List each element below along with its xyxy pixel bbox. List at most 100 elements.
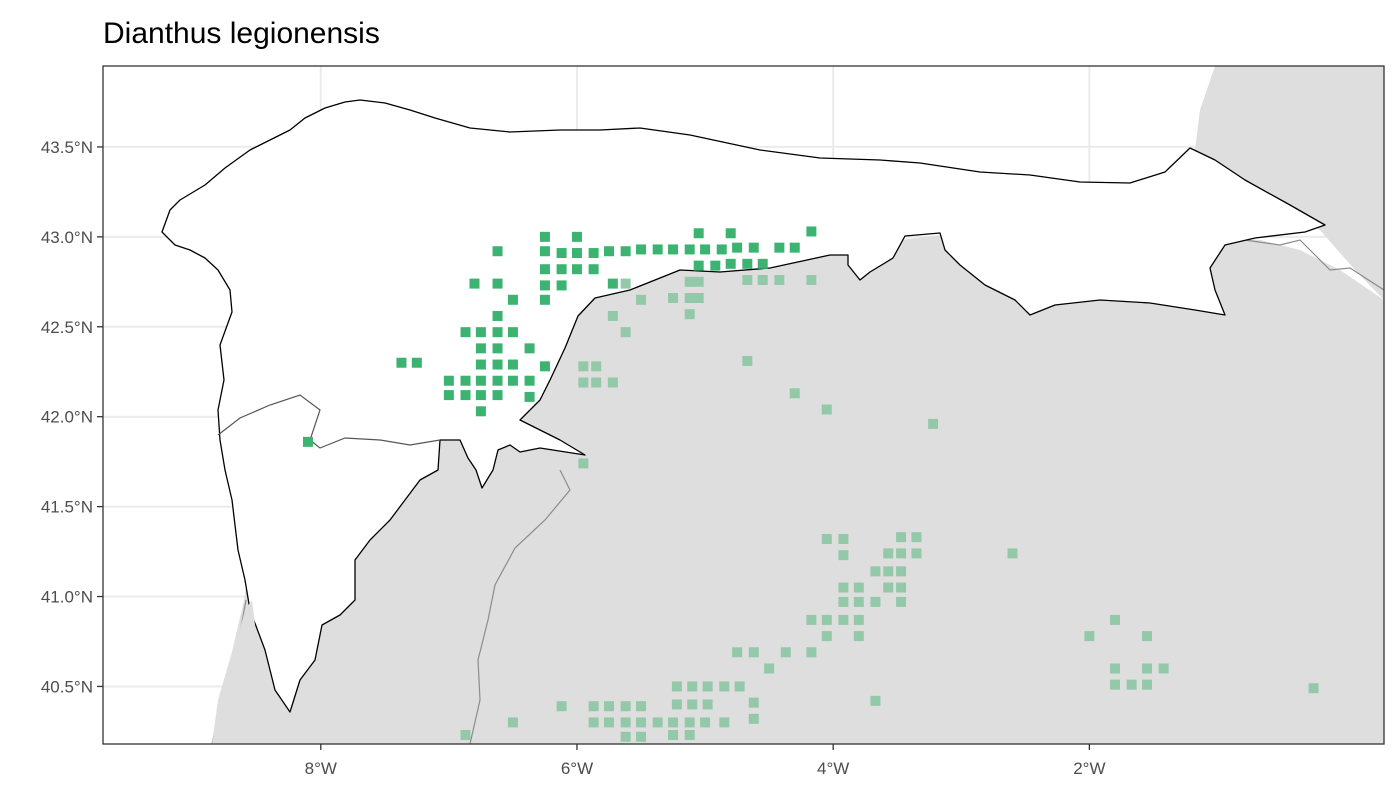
x-tick-label: 6°W [561, 759, 593, 778]
occurrence-point-inside [492, 390, 503, 401]
occurrence-point-inside [748, 242, 759, 253]
occurrence-point-outside [748, 697, 759, 708]
occurrence-point-outside [668, 730, 679, 741]
occurrence-point-outside [748, 647, 759, 658]
occurrence-point-outside [896, 566, 907, 577]
occurrence-point-outside [806, 614, 817, 625]
occurrence-point-outside [838, 596, 849, 607]
occurrence-point-outside [734, 681, 745, 692]
occurrence-point-inside [588, 264, 599, 275]
occurrence-point-outside [684, 276, 695, 287]
occurrence-point-inside [757, 258, 768, 269]
occurrence-point-outside [578, 377, 589, 388]
occurrence-point-outside [853, 614, 864, 625]
occurrence-point-outside [687, 699, 698, 710]
occurrence-point-outside [1084, 631, 1095, 642]
occurrence-point-outside [620, 701, 631, 712]
occurrence-point-inside [492, 343, 503, 354]
occurrence-point-outside [687, 681, 698, 692]
occurrence-point-inside [475, 390, 486, 401]
occurrence-point-inside [652, 244, 663, 255]
occurrence-point-outside [702, 681, 713, 692]
occurrence-point-inside [710, 260, 721, 271]
x-tick-label: 2°W [1073, 759, 1105, 778]
occurrence-point-inside [460, 375, 471, 386]
occurrence-point-outside [1109, 614, 1120, 625]
occurrence-point-inside [492, 327, 503, 338]
occurrence-point-outside [507, 717, 518, 728]
occurrence-point-outside [896, 532, 907, 543]
y-tick-label: 43.0°N [41, 228, 93, 247]
occurrence-point-inside [603, 246, 614, 257]
occurrence-point-inside [507, 375, 518, 386]
occurrence-point-outside [668, 717, 679, 728]
occurrence-point-outside [774, 275, 785, 286]
occurrence-point-inside [475, 359, 486, 370]
occurrence-point-outside [578, 361, 589, 372]
occurrence-point-inside [475, 375, 486, 386]
occurrence-point-inside [411, 357, 422, 368]
occurrence-point-inside [507, 327, 518, 338]
occurrence-point-outside [636, 294, 647, 305]
occurrence-point-outside [732, 647, 743, 658]
occurrence-point-outside [838, 614, 849, 625]
occurrence-point-inside [571, 248, 582, 259]
occurrence-point-inside [806, 226, 817, 237]
occurrence-point-outside [603, 717, 614, 728]
occurrence-point-outside [883, 582, 894, 593]
y-tick-label: 43.5°N [41, 138, 93, 157]
occurrence-point-outside [460, 730, 471, 741]
occurrence-point-outside [1126, 679, 1137, 690]
occurrence-point-outside [578, 458, 589, 469]
occurrence-point-outside [853, 631, 864, 642]
occurrence-point-inside [492, 310, 503, 321]
occurrence-point-outside [1109, 679, 1120, 690]
occurrence-point-inside [492, 278, 503, 289]
occurrence-point-outside [693, 276, 704, 287]
occurrence-point-inside [475, 406, 486, 417]
occurrence-point-outside [684, 292, 695, 303]
occurrence-point-outside [896, 548, 907, 559]
occurrence-point-inside [396, 357, 407, 368]
occurrence-point-outside [636, 701, 647, 712]
occurrence-point-outside [853, 596, 864, 607]
occurrence-point-inside [469, 278, 480, 289]
occurrence-point-inside [725, 258, 736, 269]
occurrence-point-inside [700, 244, 711, 255]
map-layers [103, 66, 1384, 744]
occurrence-point-outside [821, 631, 832, 642]
occurrence-point-outside [838, 582, 849, 593]
france-land [1195, 66, 1384, 744]
occurrence-point-inside [443, 390, 454, 401]
occurrence-point-outside [742, 275, 753, 286]
occurrence-point-outside [719, 717, 730, 728]
occurrence-point-outside [684, 717, 695, 728]
x-tick-label: 8°W [305, 759, 337, 778]
portugal-coast-land [212, 600, 285, 744]
occurrence-point-inside [492, 246, 503, 257]
occurrence-point-outside [883, 548, 894, 559]
occurrence-point-outside [591, 377, 602, 388]
occurrence-point-outside [620, 717, 631, 728]
occurrence-point-inside [539, 246, 550, 257]
occurrence-point-outside [591, 361, 602, 372]
occurrence-point-inside [460, 390, 471, 401]
occurrence-point-outside [853, 582, 864, 593]
occurrence-point-inside [556, 264, 567, 275]
occurrence-point-outside [821, 533, 832, 544]
occurrence-point-outside [1109, 663, 1120, 674]
occurrence-point-inside [524, 375, 535, 386]
occurrence-point-outside [702, 699, 713, 710]
occurrence-points [302, 226, 1319, 742]
occurrence-point-outside [870, 566, 881, 577]
occurrence-point-inside [571, 231, 582, 242]
occurrence-point-inside [620, 246, 631, 257]
occurrence-point-inside [475, 343, 486, 354]
occurrence-point-inside [443, 375, 454, 386]
occurrence-point-inside [774, 242, 785, 253]
occurrence-point-inside [556, 280, 567, 291]
occurrence-point-outside [928, 418, 939, 429]
occurrence-point-outside [911, 532, 922, 543]
occurrence-point-outside [607, 377, 618, 388]
